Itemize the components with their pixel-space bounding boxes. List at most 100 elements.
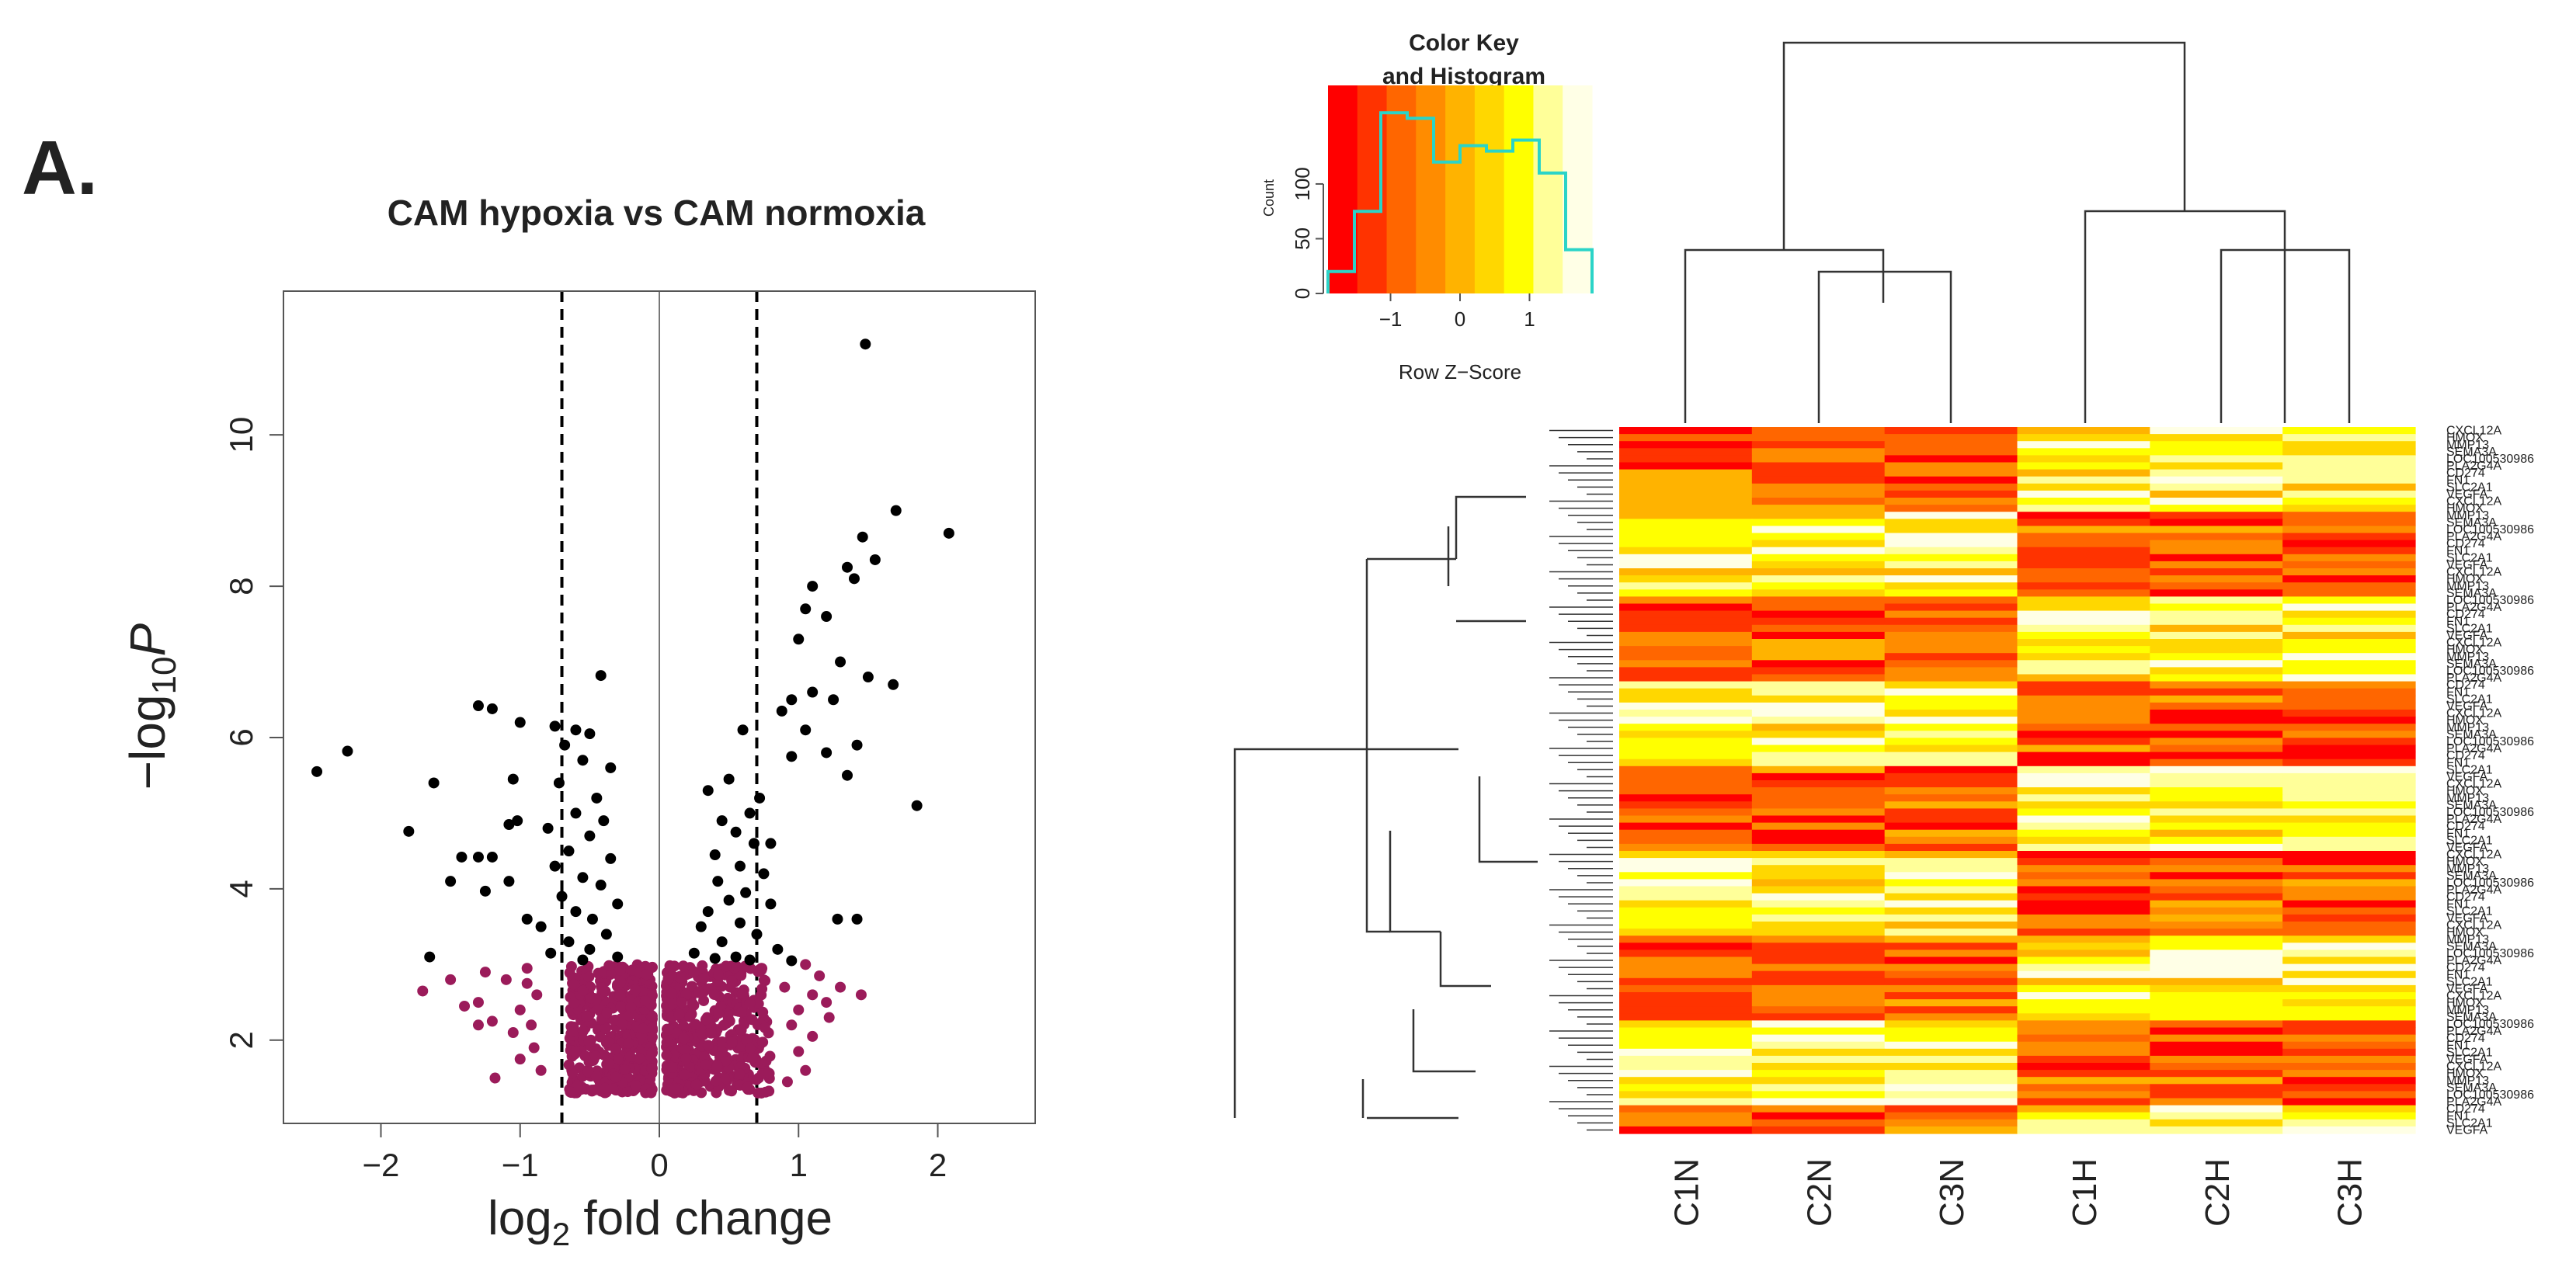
- heatmap-cell: [1751, 999, 1886, 1007]
- heatmap-cell: [1884, 455, 2018, 463]
- heatmap-cell: [2282, 907, 2416, 915]
- heatmap-cell: [1884, 441, 2018, 449]
- heatmap-cell: [1619, 1077, 1753, 1085]
- point-significant: [403, 825, 415, 837]
- heatmap-cell: [2282, 977, 2416, 986]
- heatmap-cell: [1884, 815, 2018, 824]
- heatmap-cell: [1751, 836, 1886, 845]
- row-label: PLA2G4A: [2446, 672, 2501, 685]
- heatmap-cell: [2282, 879, 2416, 887]
- point-significant: [542, 822, 554, 834]
- heatmap-cell: [1884, 1048, 2018, 1057]
- heatmap-cell: [1884, 1077, 2018, 1085]
- point-not-significant: [600, 985, 611, 997]
- heatmap-cell: [2282, 603, 2416, 612]
- volcano-y-axis-label: −log10P: [120, 623, 183, 790]
- heatmap-cell: [1751, 505, 1886, 512]
- point-not-significant: [595, 1031, 607, 1043]
- key-x-tick-label: −1: [1379, 307, 1403, 331]
- heatmap-cell: [2282, 505, 2416, 512]
- row-label: MMP13: [2446, 863, 2489, 876]
- heatmap-cell: [1884, 568, 2018, 576]
- heatmap-cell: [2282, 1126, 2416, 1134]
- point-significant: [758, 868, 770, 880]
- point-not-significant: [800, 959, 812, 970]
- heatmap-cell: [2150, 999, 2283, 1007]
- heatmap-cell: [1751, 872, 1886, 880]
- heatmap-cell: [1619, 907, 1753, 915]
- heatmap-cell: [1751, 963, 1886, 972]
- heatmap-cell: [1884, 681, 2018, 689]
- row-label: MMP13: [2446, 1004, 2489, 1017]
- point-significant: [793, 634, 805, 645]
- heatmap-cell: [2017, 977, 2150, 986]
- row-label: HMOX: [2446, 644, 2484, 657]
- heatmap-cell: [2017, 772, 2150, 781]
- point-significant: [862, 672, 874, 683]
- heatmap-cell: [2017, 455, 2150, 463]
- color-key-swatch: [1533, 85, 1563, 293]
- heatmap-cell: [2282, 787, 2416, 795]
- point-not-significant: [577, 1026, 589, 1037]
- point-not-significant: [577, 984, 589, 996]
- heatmap-cell: [1884, 582, 2018, 590]
- point-not-significant: [662, 973, 674, 984]
- heatmap-cell: [1884, 984, 2018, 993]
- heatmap-cell: [1751, 1034, 1886, 1043]
- heatmap-cell: [1884, 519, 2018, 526]
- heatmap-cell: [1751, 490, 1886, 498]
- point-not-significant: [700, 1014, 711, 1026]
- heatmap: CXCL12AHMOXMMP13SEMA3ALOC100530986PLA2G4…: [1233, 41, 2534, 1227]
- heatmap-cell: [1884, 610, 2018, 619]
- column-label: C3N: [1933, 1158, 1971, 1227]
- row-label: FN1: [2446, 897, 2470, 911]
- point-not-significant: [736, 1006, 748, 1018]
- row-label: SEMA3A: [2446, 658, 2497, 671]
- point-significant: [570, 724, 582, 736]
- heatmap-cell: [2282, 900, 2416, 908]
- heatmap-cell: [2282, 455, 2416, 463]
- heatmap-cell: [1884, 794, 2018, 802]
- color-key-swatch: [1328, 85, 1358, 293]
- row-label: CD274: [2446, 1032, 2485, 1045]
- heatmap-cell: [2150, 653, 2283, 661]
- row-label: VEGFA: [2446, 1053, 2488, 1066]
- key-x-tick-label: 1: [1524, 307, 1535, 331]
- heatmap-cell: [1619, 808, 1753, 817]
- heatmap-cell: [1751, 900, 1886, 908]
- row-label: CXCL12A: [2446, 849, 2501, 862]
- heatmap-cell: [1884, 505, 2018, 512]
- row-label: CD274: [2446, 820, 2485, 833]
- row-label: VEGFA: [2446, 558, 2488, 571]
- key-y-tick-label: 0: [1291, 288, 1314, 299]
- heatmap-cell: [2150, 872, 2283, 880]
- heatmap-cell: [2150, 1119, 2283, 1127]
- heatmap-cell: [1751, 1013, 1886, 1021]
- heatmap-cell: [1751, 441, 1886, 449]
- heatmap-cell: [1751, 660, 1886, 668]
- column-dendrogram: [1684, 41, 2351, 423]
- heatmap-cell: [1751, 738, 1886, 746]
- row-label: HMOX: [2446, 502, 2484, 516]
- heatmap-cell: [2017, 653, 2150, 661]
- point-not-significant: [693, 987, 704, 998]
- point-not-significant: [698, 972, 710, 984]
- heatmap-cell: [2017, 512, 2150, 519]
- row-label: SLC2A1: [2446, 622, 2493, 635]
- heatmap-cell: [2282, 667, 2416, 675]
- y-tick-label: 2: [223, 1031, 259, 1049]
- row-label: CXCL12A: [2446, 1061, 2501, 1074]
- heatmap-cell: [1619, 441, 1753, 449]
- row-label: SEMA3A: [2446, 446, 2497, 459]
- point-significant: [595, 670, 607, 682]
- heatmap-cell: [1884, 963, 2018, 972]
- heatmap-cell: [2150, 1055, 2283, 1064]
- heatmap-cell: [1884, 886, 2018, 894]
- point-not-significant: [445, 974, 457, 985]
- heatmap-cell: [1751, 653, 1886, 661]
- point-not-significant: [710, 1075, 721, 1087]
- heatmap-cell: [1884, 660, 2018, 668]
- point-not-significant: [712, 969, 724, 981]
- point-not-significant: [669, 960, 680, 972]
- point-significant: [765, 898, 777, 910]
